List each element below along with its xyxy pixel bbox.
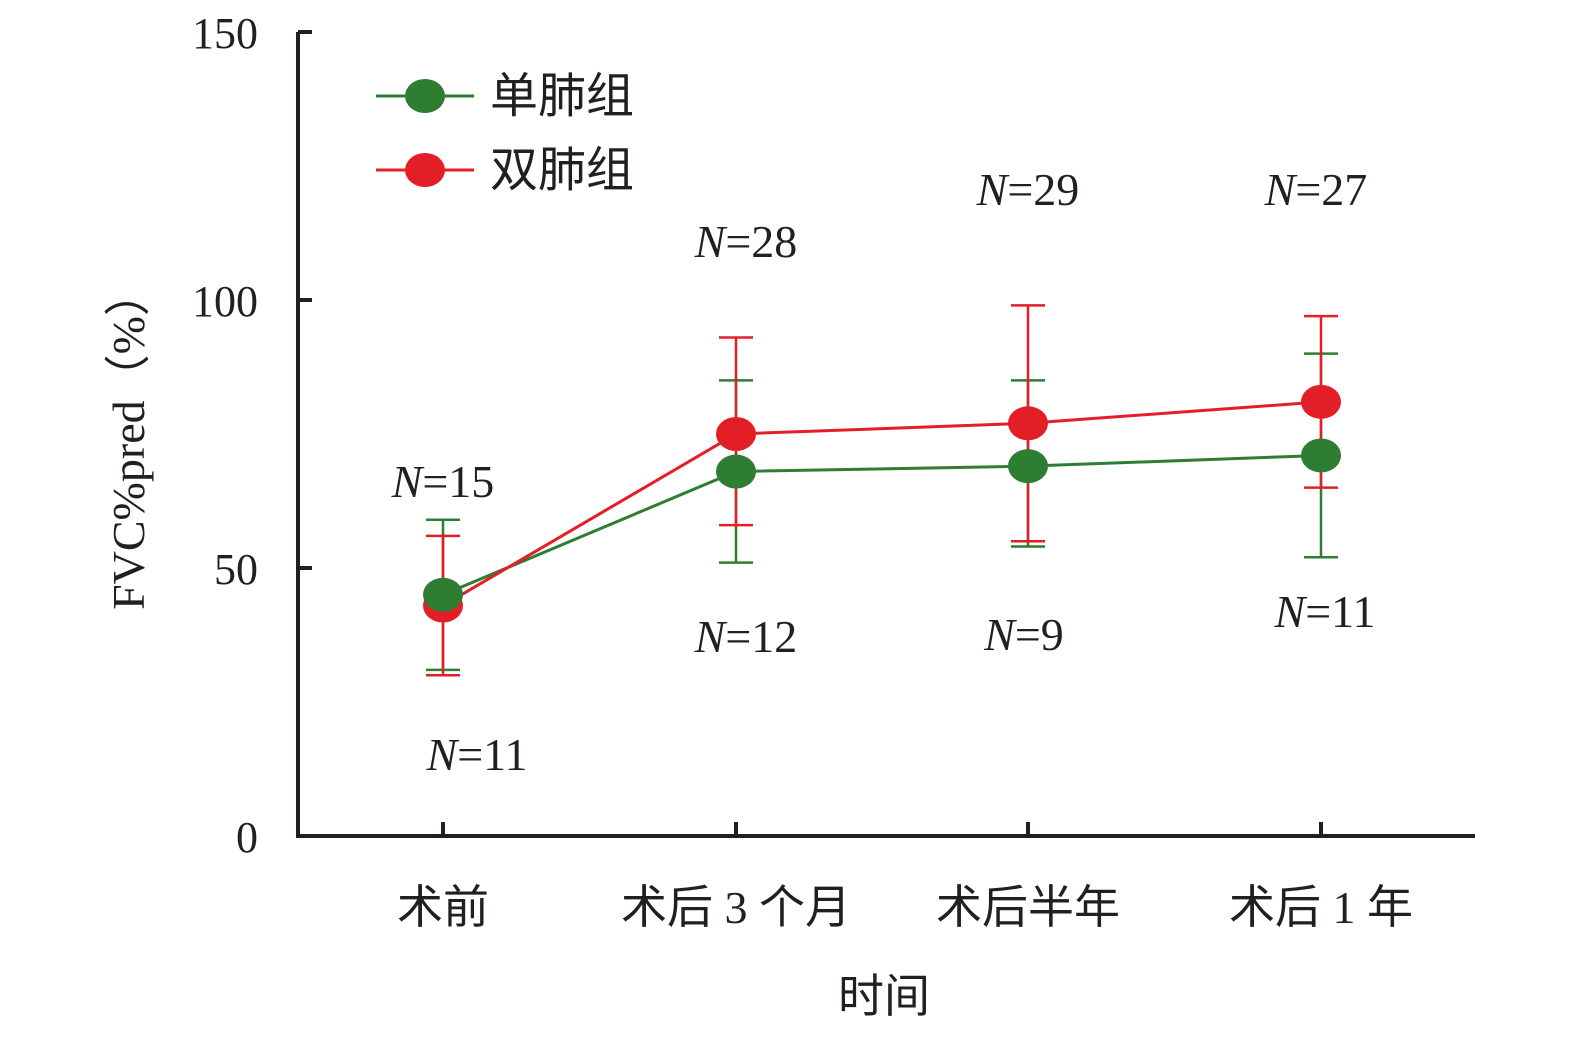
- axes: 0 50 100 150 术前 术后 3 个月 术后半年 术后 1 年时间 FVC%pred（%…: [103, 9, 1475, 1022]
- data-point: [1008, 406, 1048, 441]
- series-line-0: [442, 453, 1322, 597]
- legend-swatch-marker: [405, 153, 445, 187]
- data-point: [423, 577, 463, 612]
- n-label: N=9: [983, 609, 1064, 660]
- x-axis-title: 时间: [838, 971, 930, 1022]
- markers-0: [423, 438, 1341, 612]
- n-labels: N=11 N=12 N=9 N=11 N=15 N=28 N=29 N=27: [391, 164, 1376, 780]
- legend-label: 双肺组: [490, 144, 634, 197]
- legend-item-0: 单肺组: [376, 70, 634, 123]
- legend-label: 单肺组: [490, 70, 634, 123]
- n-label: N=27: [1264, 164, 1368, 215]
- series-double-lung: [426, 304, 1338, 677]
- x-tick-label: 术前: [397, 882, 489, 933]
- y-tick-label: 150: [192, 9, 258, 58]
- legend-item-1: 双肺组: [376, 144, 634, 197]
- series-line: [442, 400, 1322, 607]
- y-tick-label: 0: [236, 813, 258, 862]
- series-layer: [423, 304, 1341, 677]
- data-point: [1008, 449, 1048, 484]
- series-line: [442, 453, 1322, 597]
- x-tick-label: 术后 3 个月: [621, 882, 851, 933]
- y-tick-label: 100: [192, 277, 258, 326]
- n-label: N=12: [694, 611, 798, 662]
- data-point: [1301, 438, 1341, 473]
- data-point: [716, 454, 756, 489]
- y-axis-title: FVC%pred（%）: [103, 270, 154, 610]
- n-label: N=11: [426, 729, 528, 780]
- n-label: N=29: [976, 164, 1080, 215]
- data-point: [716, 417, 756, 451]
- markers-1: [423, 384, 1341, 623]
- x-tick-label: 术后半年: [936, 882, 1120, 933]
- n-label: N=28: [694, 216, 798, 267]
- n-label: N=11: [1274, 586, 1376, 637]
- x-tick-label: 术后 1 年: [1229, 882, 1413, 933]
- n-label: N=15: [391, 456, 495, 507]
- series-line-1: [442, 400, 1322, 607]
- series-single-lung: [426, 352, 1338, 672]
- data-point: [1301, 384, 1341, 419]
- legend-swatch-marker: [405, 79, 445, 113]
- y-tick-label: 50: [214, 545, 258, 594]
